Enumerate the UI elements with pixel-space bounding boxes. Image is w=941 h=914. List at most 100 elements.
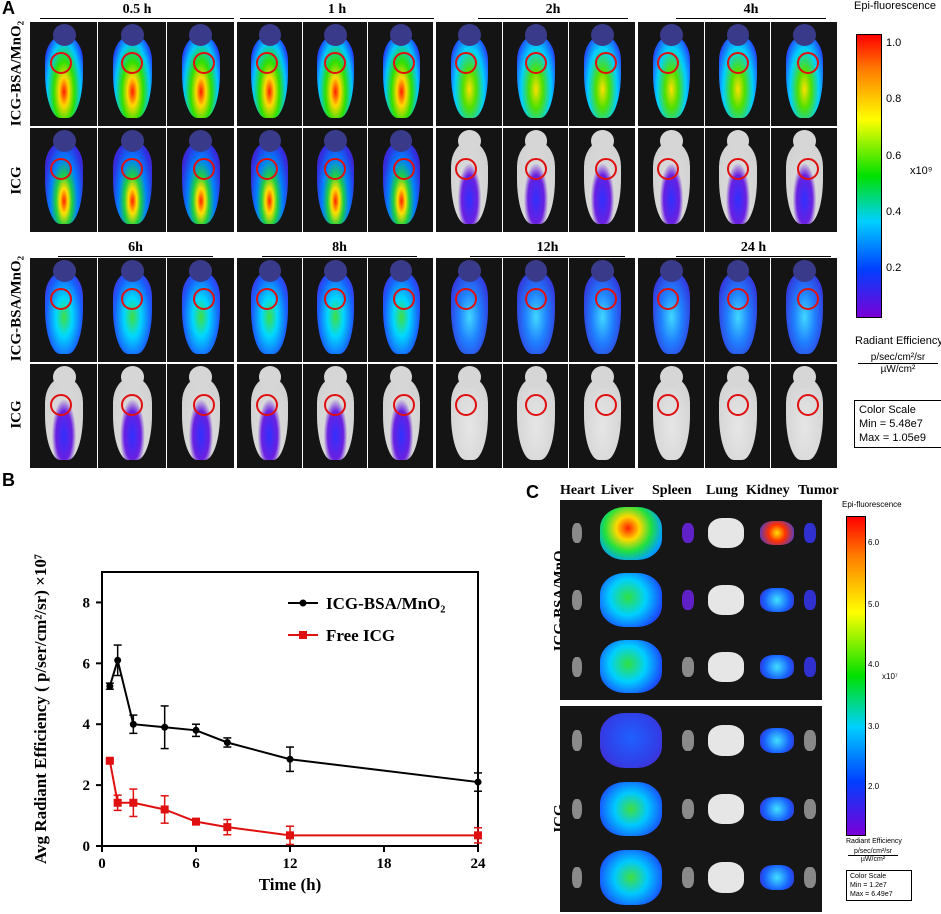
mouse-image-tile [436, 258, 502, 362]
mouse-head [660, 366, 683, 388]
time-header-2: 2h [478, 2, 628, 19]
tumor-region-circle [657, 158, 680, 180]
organ-heart [572, 656, 582, 677]
scale-min: Min = 5.48e7 [859, 418, 923, 430]
mouse-head [258, 366, 281, 388]
row-label-icg-1: ICG [8, 166, 25, 195]
mouse-image-tile [98, 364, 166, 468]
mouse-body [583, 36, 622, 118]
organ-lung [708, 585, 744, 615]
mouse-head [120, 130, 145, 152]
tumor-region-circle [121, 158, 144, 180]
mouse-head [120, 24, 145, 46]
data-point [192, 726, 200, 734]
tumor-region-circle [524, 52, 547, 74]
mouse-body [450, 36, 488, 118]
x-tick-label: 12 [283, 856, 298, 872]
organ-kidney [760, 521, 794, 546]
organ-liver [600, 781, 662, 837]
mouse-body [719, 142, 757, 224]
data-point [105, 756, 114, 765]
data-point [474, 831, 482, 840]
data-point [113, 798, 122, 807]
tumor-region-circle [393, 52, 416, 74]
time-header-3: 4h [676, 2, 826, 19]
scale-title: Color Scale [859, 404, 916, 416]
mouse-body [382, 378, 420, 460]
x-tick-label: 18 [377, 856, 392, 872]
colorbar-c-tick: 4.0 [868, 660, 880, 669]
data-point [161, 723, 169, 731]
organ-tumor [804, 656, 816, 677]
legend-marker [299, 631, 307, 639]
mouse-image-tile [638, 128, 704, 232]
mouse-body [317, 36, 354, 118]
tumor-region-circle [796, 158, 819, 180]
mouse-head [524, 260, 548, 282]
mouse-body [652, 378, 690, 460]
legend-marker [299, 599, 307, 607]
tumor-region-circle [393, 394, 416, 416]
x-tick-label: 6 [192, 856, 200, 872]
organ-spleen [682, 590, 694, 610]
time-underline [40, 18, 234, 19]
mouse-head [189, 24, 213, 46]
units-denominator: µW/cm² [880, 364, 916, 375]
mouse-image-tile [30, 128, 98, 232]
organ-heart [572, 590, 582, 610]
mouse-body [382, 36, 420, 118]
tumor-region-circle [50, 288, 73, 310]
mouse-body [317, 142, 354, 224]
x-axis-label: Time (h) [259, 875, 322, 894]
legend-label: ICG-BSA/MnO₂ [326, 594, 445, 613]
colorbar-a-units: p/sec/cm²/sr µW/cm² [858, 352, 938, 375]
time-underline [470, 256, 625, 257]
data-point [223, 823, 232, 832]
colorbar-a-tick: 0.8 [886, 93, 902, 105]
tumor-region-circle [594, 394, 617, 416]
mouse-body [181, 142, 220, 224]
tumor-region-circle [796, 52, 819, 74]
organ-spleen [682, 656, 694, 677]
tumor-region-circle [594, 52, 617, 74]
data-point [160, 805, 169, 814]
colorbar-c-units-title: Radiant Efficiency [846, 838, 902, 845]
mouse-body [450, 272, 488, 354]
mouse-head [591, 130, 614, 152]
mouse-image-tile [368, 128, 433, 232]
organ-label-liver: Liver [601, 483, 634, 498]
tumor-region-circle [594, 158, 617, 180]
tumor-region-circle [192, 288, 215, 310]
mouse-head [389, 24, 413, 46]
mouse-image-tile [166, 128, 234, 232]
mouse-image-tile [638, 258, 704, 362]
mouse-body [113, 36, 152, 118]
organ-spleen [682, 867, 694, 888]
organ-spleen [682, 798, 694, 820]
mouse-head [52, 24, 76, 46]
mouse-body [450, 142, 488, 224]
tumor-region-circle [121, 52, 144, 74]
time-label: 2h [545, 2, 561, 17]
mouse-body [382, 272, 420, 354]
data-point [192, 817, 200, 826]
organ-liver [600, 640, 662, 694]
mouse-image-tile [237, 22, 302, 126]
tumor-region-circle [324, 394, 347, 416]
mouse-image-tile [569, 258, 635, 362]
colorbar-a-tick: 0.2 [886, 262, 902, 274]
mouse-head [120, 366, 145, 388]
mouse-body [382, 142, 420, 224]
mouse-head [726, 366, 750, 388]
tumor-region-circle [255, 52, 278, 74]
mouse-image-tile [704, 364, 771, 468]
mouse-image-tile [237, 128, 302, 232]
time-header-0: 0.5 h [40, 2, 234, 19]
mouse-body [517, 142, 555, 224]
organ-tumor [804, 867, 816, 888]
mouse-head [793, 366, 816, 388]
colorbar-c-tick: 3.0 [868, 722, 880, 731]
mouse-image-tile [771, 364, 837, 468]
mouse-image-tile [302, 364, 368, 468]
mouse-body [583, 272, 622, 354]
